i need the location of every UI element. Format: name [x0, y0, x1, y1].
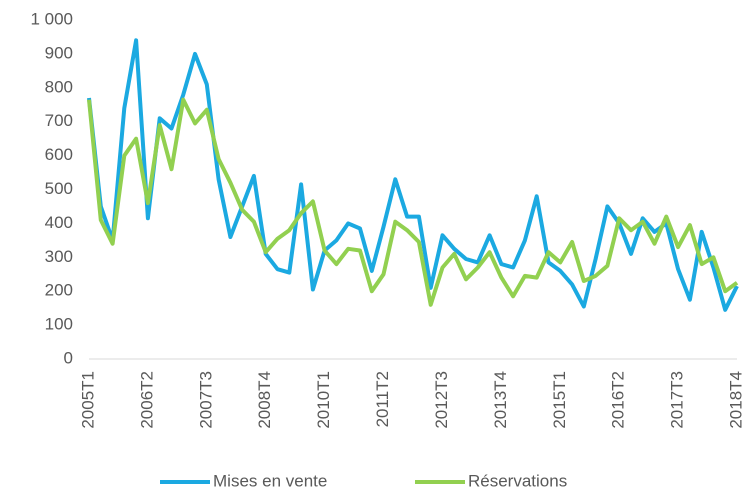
x-tick-label: 2006T2	[137, 371, 156, 429]
y-tick-label: 700	[45, 111, 73, 130]
x-tick-label: 2007T3	[196, 371, 215, 429]
y-tick-label: 300	[45, 247, 73, 266]
y-tick-label: 100	[45, 315, 73, 334]
x-tick-label: 2012T3	[432, 371, 451, 429]
y-tick-label: 800	[45, 77, 73, 96]
x-tick-label: 2010T1	[314, 371, 333, 429]
y-tick-label: 1 000	[30, 9, 73, 28]
series-line	[87, 97, 739, 307]
x-tick-label: 2017T3	[668, 371, 687, 429]
y-tick-label: 200	[45, 281, 73, 300]
x-tick-label: 2015T1	[550, 371, 569, 429]
y-tick-label: 0	[64, 348, 73, 367]
y-tick-label: 600	[45, 145, 73, 164]
x-tick-label: 2018T4	[726, 371, 745, 429]
x-tick-label: 2008T4	[255, 371, 274, 429]
y-tick-label: 400	[45, 213, 73, 232]
series-line	[87, 38, 739, 312]
legend-label: Réservations	[468, 471, 567, 490]
y-tick-label: 500	[45, 179, 73, 198]
x-tick-label: 2016T2	[609, 371, 628, 429]
legend-label: Mises en vente	[213, 471, 327, 490]
y-tick-label: 900	[45, 43, 73, 62]
x-tick-label: 2013T4	[491, 371, 510, 429]
x-tick-label: 2011T2	[373, 371, 392, 427]
x-tick-label: 2005T1	[78, 371, 97, 429]
